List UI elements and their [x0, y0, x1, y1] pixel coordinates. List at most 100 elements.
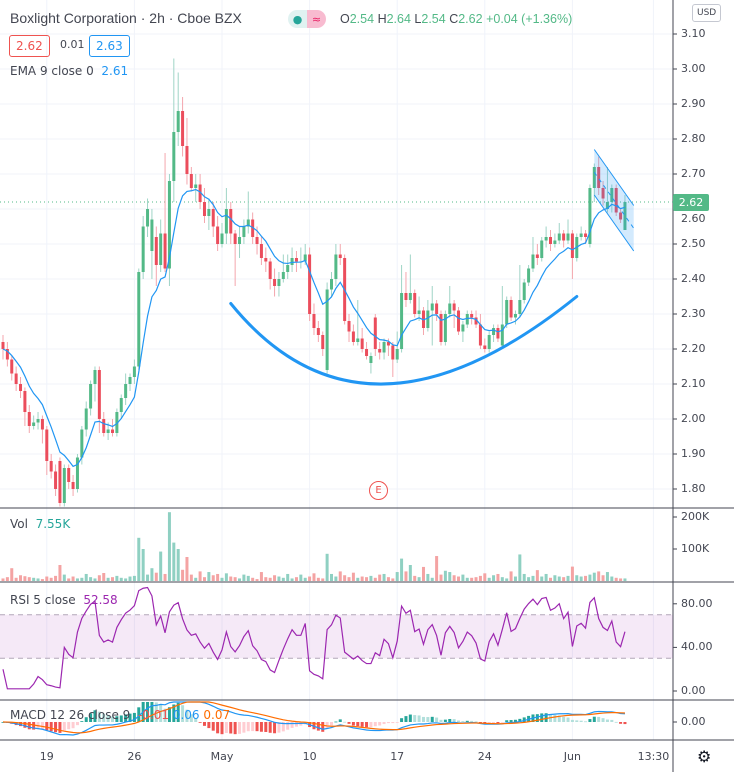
rsi-band	[0, 614, 673, 659]
macd-histogram-bar	[435, 717, 439, 722]
candle	[531, 254, 535, 269]
vol-label: Vol	[10, 517, 28, 531]
ema-legend[interactable]: EMA 9 close 0 2.61	[10, 64, 128, 78]
macd-histogram-bar	[496, 722, 500, 724]
macd-histogram-bar	[167, 707, 171, 722]
candle	[102, 419, 106, 433]
candle	[40, 419, 44, 430]
candle	[36, 419, 40, 423]
macd-histogram-bar	[80, 721, 84, 722]
macd-histogram-bar	[75, 722, 79, 726]
volume-bar	[452, 575, 456, 581]
volume-bar	[89, 577, 93, 581]
volume-bar	[443, 570, 447, 581]
volume-bar	[132, 575, 136, 581]
earnings-marker[interactable]: E	[369, 481, 388, 500]
macd-histogram-bar	[369, 722, 373, 728]
currency-button[interactable]: USD	[692, 4, 722, 22]
candle	[549, 237, 552, 244]
candle	[360, 338, 364, 349]
vol-legend[interactable]: Vol 7.55K	[10, 517, 70, 531]
macd-histogram-bar	[492, 722, 496, 724]
candle	[404, 293, 408, 300]
macd-legend[interactable]: MACD 12 26 close 9 -0.01 0.06 0.07	[10, 708, 230, 722]
volume-bar	[40, 579, 44, 581]
volume-bar	[338, 571, 342, 581]
macd-histogram-bar	[251, 722, 255, 732]
buy-button[interactable]: 2.63	[89, 35, 130, 57]
macd-histogram-bar	[421, 716, 425, 722]
volume-bar	[347, 577, 351, 581]
volume-bar	[505, 578, 509, 581]
candle	[189, 174, 193, 188]
volume-bar	[54, 575, 58, 581]
volume-bar	[58, 565, 62, 581]
volume-bar	[167, 512, 171, 581]
price-tick-label: 1.80	[681, 482, 706, 495]
macd-histogram-bar	[132, 712, 136, 722]
volume-bar	[330, 573, 333, 581]
volume-bar	[84, 573, 88, 581]
candle	[562, 233, 566, 241]
macd-histogram-bar	[347, 722, 351, 724]
volume-bar	[426, 573, 430, 581]
volume-bar	[461, 574, 465, 581]
volume-bar	[299, 574, 303, 581]
price-tick-label: 2.50	[681, 237, 706, 250]
macd-histogram-bar	[229, 722, 233, 734]
candle	[623, 202, 627, 230]
macd-histogram-bar	[23, 722, 27, 728]
symbol-title[interactable]: Boxlight Corporation · 2h · Cboe BZX	[10, 10, 242, 26]
close-value: 2.62	[458, 12, 483, 26]
candle	[492, 328, 496, 335]
volume-bar	[23, 576, 27, 581]
macd-histogram-bar	[264, 722, 268, 732]
volume-bar	[189, 574, 193, 581]
volume-bar	[211, 575, 215, 581]
macd-histogram-bar	[535, 714, 539, 722]
volume-bar	[457, 576, 461, 581]
volume-bar	[566, 575, 570, 581]
volume-bar	[80, 577, 84, 581]
volume-bar	[19, 575, 23, 581]
price-tick-label: 3.00	[681, 62, 706, 75]
volume-bar	[623, 578, 627, 581]
rsi-legend[interactable]: RSI 5 close 52.58	[10, 593, 118, 607]
volume-bar	[597, 571, 601, 581]
volume-bar	[128, 576, 132, 581]
sell-button[interactable]: 2.62	[9, 35, 50, 57]
macd-histogram-bar	[562, 716, 566, 722]
candle	[49, 461, 53, 472]
volume-bar	[146, 574, 150, 581]
volume-bar	[500, 577, 504, 581]
candle	[220, 233, 224, 244]
macd-histogram-bar	[474, 721, 478, 723]
candle	[54, 471, 58, 489]
candle	[356, 338, 360, 342]
macd-histogram-bar	[426, 717, 430, 722]
volume-bar	[49, 577, 53, 581]
macd-histogram-bar	[518, 718, 522, 722]
volume-bar	[474, 577, 478, 581]
volume-bar	[421, 566, 425, 581]
status-pill[interactable]: ● ≈	[288, 10, 326, 28]
macd-histogram-bar	[448, 718, 452, 722]
candle	[255, 237, 259, 244]
macd-histogram-bar	[356, 722, 360, 727]
macd-histogram-bar	[49, 722, 53, 732]
settings-gear-icon[interactable]: ⚙	[697, 747, 712, 766]
volume-bar	[492, 575, 496, 581]
macd-histogram-bar	[378, 722, 382, 726]
candle	[487, 335, 491, 349]
candle	[584, 233, 588, 237]
candle	[457, 310, 461, 332]
macd-histogram-bar	[181, 705, 185, 722]
candle	[325, 289, 329, 370]
volume-bar	[365, 577, 369, 581]
volume-bar	[391, 578, 395, 581]
macd-histogram-bar	[119, 715, 123, 722]
volume-bar	[185, 557, 189, 581]
candle	[553, 240, 557, 244]
candle	[67, 468, 71, 482]
